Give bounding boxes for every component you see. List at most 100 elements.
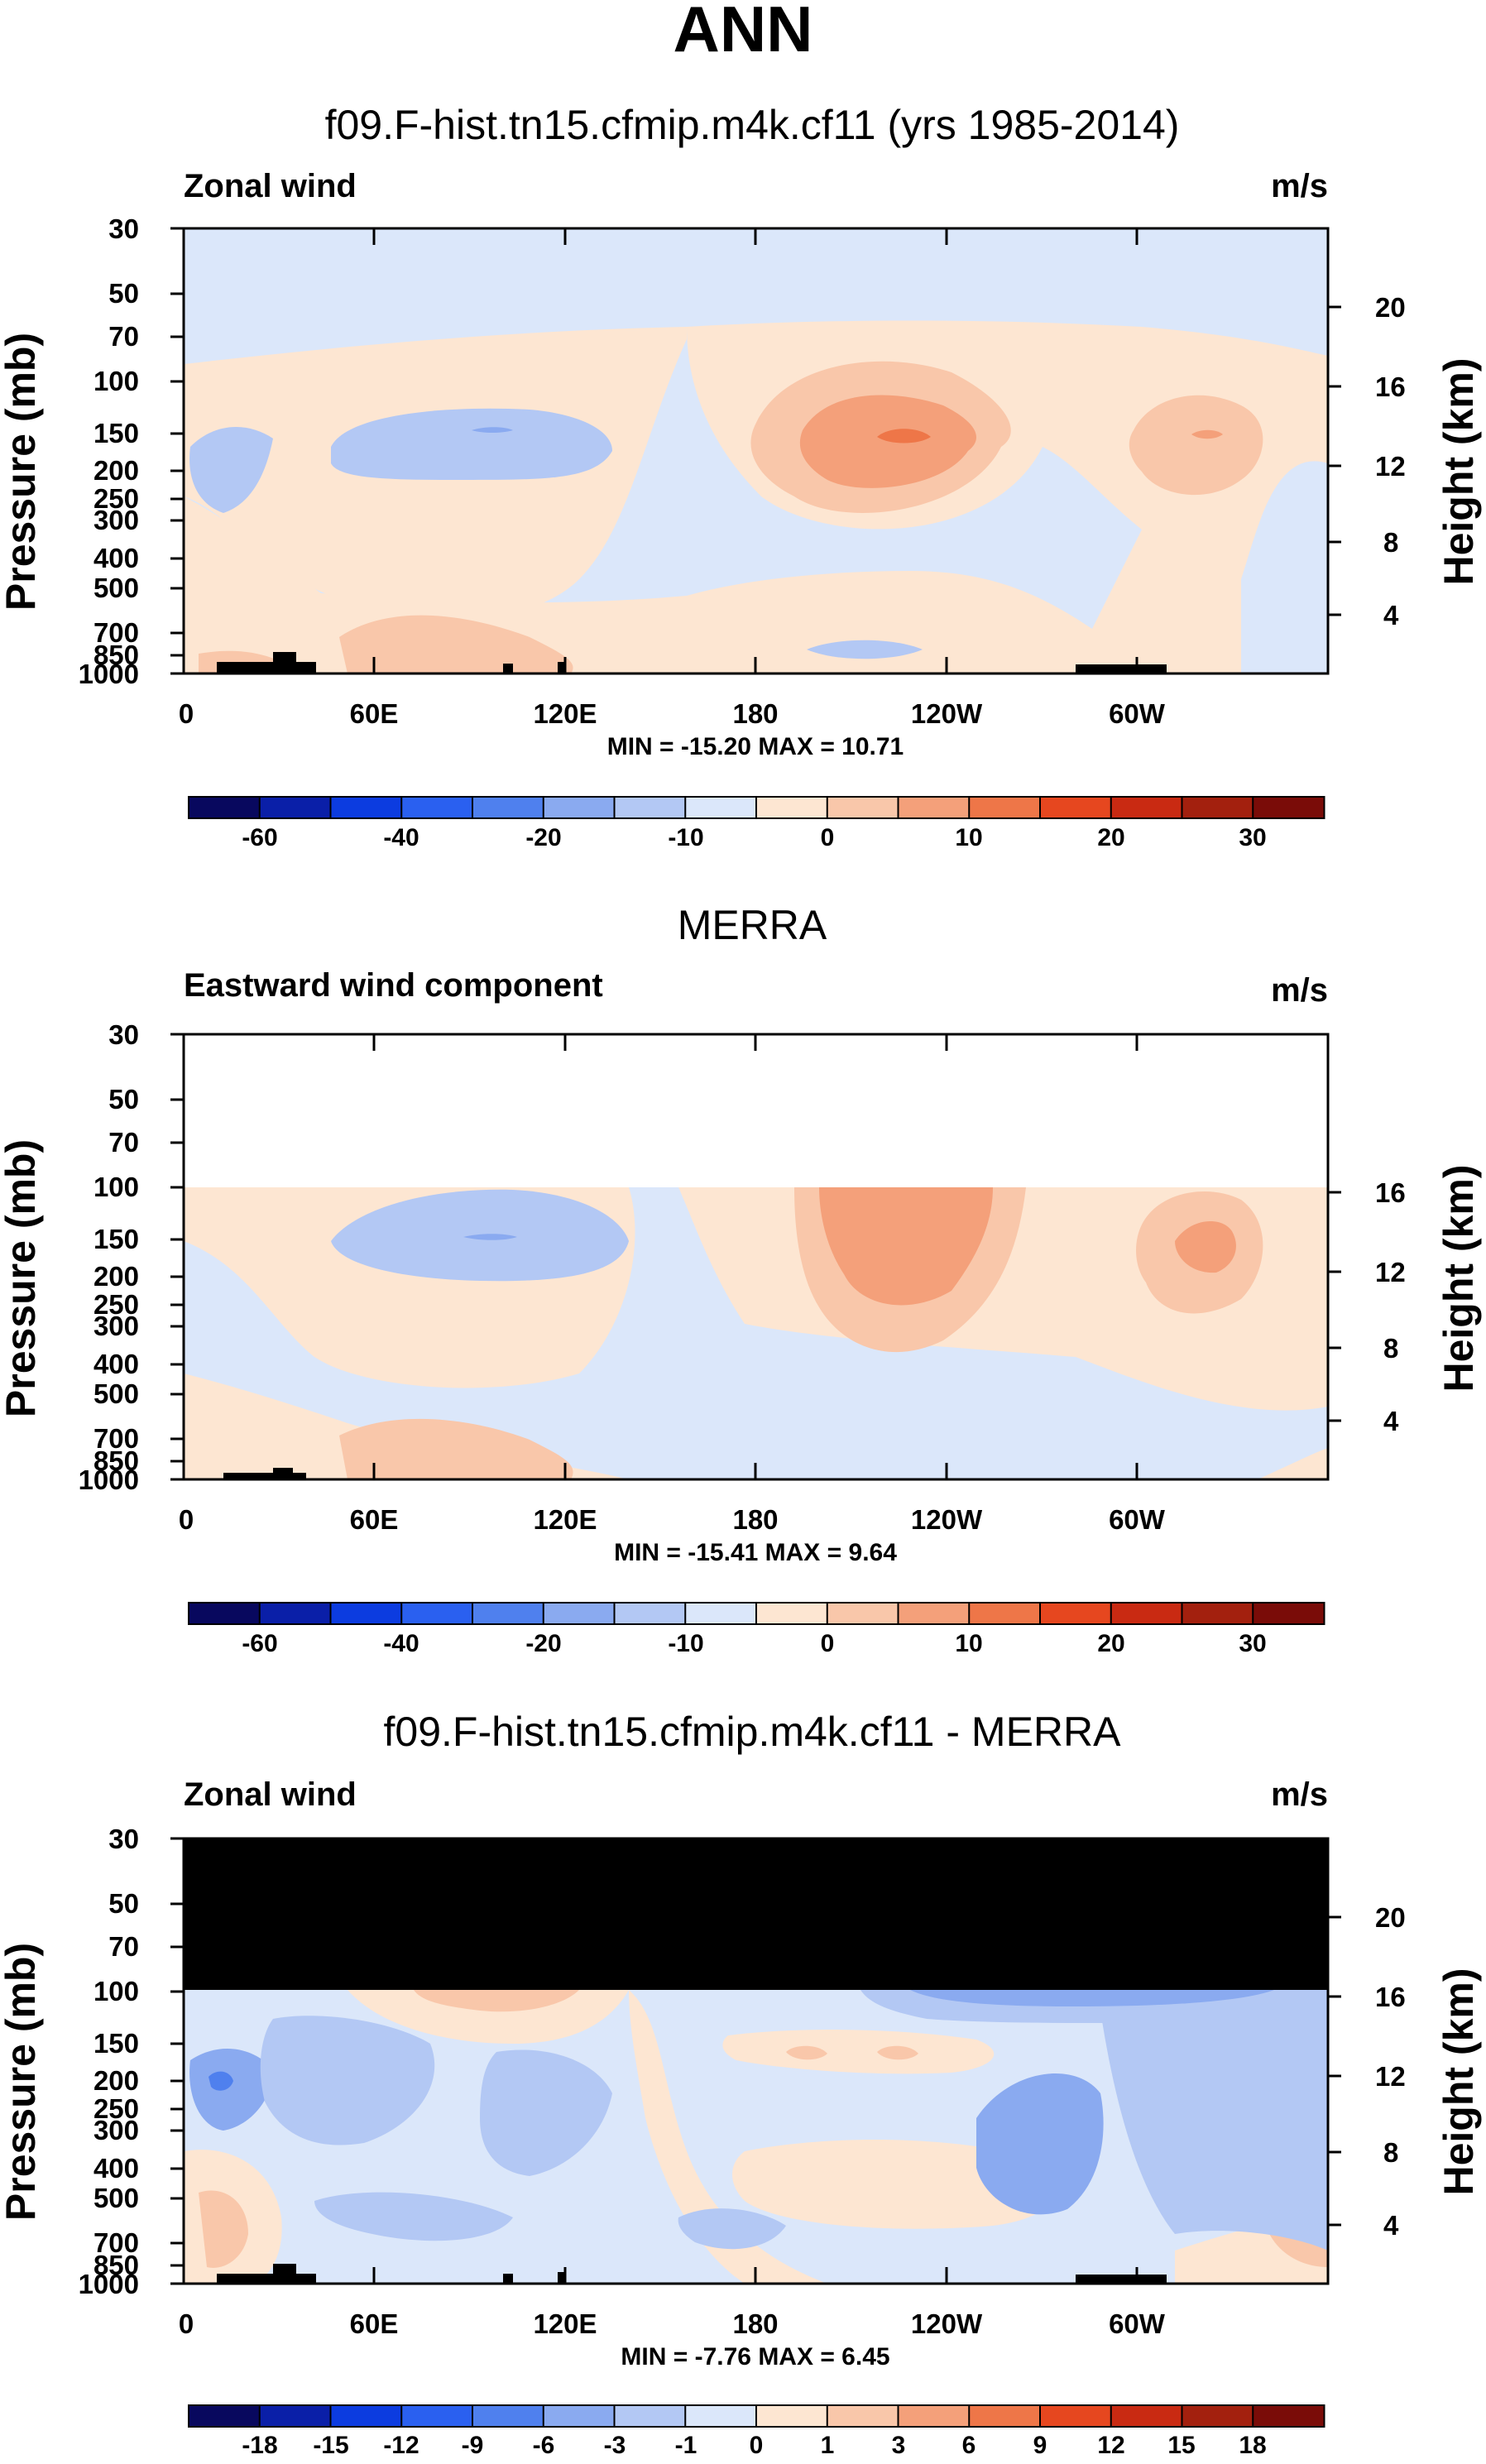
colorbar-swatch [1110, 1602, 1183, 1625]
svg-text:850: 850 [93, 640, 139, 670]
svg-text:60E: 60E [350, 1504, 399, 1535]
height-tick-labels: 20 16 12 8 4 [1375, 292, 1406, 630]
svg-text:200: 200 [93, 2065, 139, 2096]
colorbar-swatch [542, 796, 616, 819]
min-max-label: MIN = -15.20 MAX = 10.71 [607, 733, 904, 760]
colorbar-swatch [613, 2404, 687, 2428]
colorbar-swatch [1252, 796, 1325, 819]
svg-text:120E: 120E [533, 2308, 597, 2339]
svg-text:850: 850 [93, 2250, 139, 2280]
min-max-label: MIN = -15.41 MAX = 9.64 [614, 1539, 897, 1566]
colorbar-swatch [400, 796, 474, 819]
height-tick-labels: 20 16 12 8 4 [1375, 1902, 1406, 2241]
colorbar-swatch [613, 796, 687, 819]
colorbar-swatch [897, 796, 971, 819]
svg-text:500: 500 [93, 573, 139, 603]
svg-text:9: 9 [1033, 2432, 1047, 2459]
colorbar-labels: -18 -15 -12 -9 -6 -3 -1 0 1 3 6 9 12 15 … [242, 2432, 1266, 2459]
svg-text:20: 20 [1375, 292, 1406, 323]
pressure-tick-labels: 30 50 70 100 150 200 250 300 400 500 700… [79, 213, 139, 689]
svg-text:8: 8 [1383, 527, 1398, 558]
svg-text:20: 20 [1097, 1630, 1124, 1657]
svg-text:100: 100 [93, 366, 139, 396]
longitude-tick-labels: 0 60E 120E 180 120W 60W [179, 698, 1166, 729]
colorbar-swatch [329, 2404, 403, 2428]
x-ticks [372, 1034, 1138, 1479]
topography-mask [217, 2264, 1167, 2284]
colorbar-swatch [188, 1602, 261, 1625]
svg-text:150: 150 [93, 418, 139, 448]
svg-text:60E: 60E [350, 2308, 399, 2339]
colorbar-swatch [897, 2404, 971, 2428]
svg-text:120W: 120W [911, 2308, 983, 2339]
svg-text:0: 0 [821, 824, 835, 851]
svg-text:15: 15 [1167, 2432, 1195, 2459]
svg-text:50: 50 [108, 1084, 139, 1115]
y2-axis-label: Height (km) [1436, 1968, 1482, 2196]
svg-text:250: 250 [93, 2093, 139, 2124]
svg-text:-9: -9 [462, 2432, 484, 2459]
colorbar [188, 796, 1325, 819]
y-axis-label: Pressure (mb) [0, 333, 44, 611]
svg-text:400: 400 [93, 543, 139, 573]
colorbar-swatch [329, 1602, 403, 1625]
colorbar [188, 1602, 1325, 1625]
svg-text:-3: -3 [604, 2432, 626, 2459]
colorbar-swatch [1110, 2404, 1183, 2428]
colorbar-swatch [968, 1602, 1042, 1625]
colorbar-swatch [542, 1602, 616, 1625]
colorbar-swatch [472, 796, 545, 819]
svg-text:12: 12 [1097, 2432, 1124, 2459]
svg-text:200: 200 [93, 455, 139, 486]
topography-mask [217, 652, 1167, 674]
svg-text:-18: -18 [242, 2432, 277, 2459]
colorbar-swatch [684, 796, 758, 819]
svg-text:-40: -40 [383, 1630, 419, 1657]
panel-merra: MERRA Eastward wind component m/s [0, 902, 1482, 1657]
svg-text:70: 70 [108, 1931, 139, 1962]
svg-text:250: 250 [93, 483, 139, 514]
svg-text:150: 150 [93, 2028, 139, 2059]
colorbar-swatch [400, 2404, 474, 2428]
contour-field [184, 1838, 1328, 2284]
svg-text:18: 18 [1239, 2432, 1266, 2459]
pressure-tick-marks [170, 227, 184, 675]
y2-axis-label: Height (km) [1436, 1165, 1482, 1393]
svg-text:0: 0 [821, 1630, 835, 1657]
svg-text:-20: -20 [525, 1630, 561, 1657]
colorbar-swatch [826, 796, 899, 819]
svg-text:100: 100 [93, 1172, 139, 1202]
svg-text:6: 6 [962, 2432, 976, 2459]
colorbar-swatch [613, 1602, 687, 1625]
colorbar-swatch [258, 796, 332, 819]
svg-text:250: 250 [93, 1289, 139, 1320]
colorbar [188, 2404, 1325, 2428]
svg-text:300: 300 [93, 1311, 139, 1341]
svg-text:400: 400 [93, 2153, 139, 2184]
colorbar-swatch [329, 796, 403, 819]
svg-text:200: 200 [93, 1261, 139, 1292]
svg-text:700: 700 [93, 1423, 139, 1454]
svg-text:-60: -60 [242, 1630, 277, 1657]
colorbar-swatch [1039, 796, 1113, 819]
svg-text:16: 16 [1375, 1177, 1406, 1208]
svg-text:30: 30 [1239, 1630, 1266, 1657]
colorbar-swatch [258, 2404, 332, 2428]
svg-text:-15: -15 [313, 2432, 348, 2459]
svg-text:4: 4 [1383, 600, 1399, 630]
colorbar-swatch [188, 2404, 261, 2428]
colorbar-swatch [897, 1602, 971, 1625]
svg-text:50: 50 [108, 278, 139, 309]
height-tick-marks [1328, 1191, 1341, 1422]
svg-text:850: 850 [93, 1445, 139, 1476]
svg-text:12: 12 [1375, 2061, 1406, 2092]
colorbar-swatch [968, 2404, 1042, 2428]
svg-text:120E: 120E [533, 1504, 597, 1535]
colorbar-swatch [755, 2404, 829, 2428]
colorbar-swatch [1039, 1602, 1113, 1625]
svg-text:10: 10 [955, 1630, 982, 1657]
svg-text:-40: -40 [383, 824, 419, 851]
longitude-tick-labels: 0 60E 120E 180 120W 60W [179, 1504, 1166, 1535]
svg-text:0: 0 [750, 2432, 764, 2459]
